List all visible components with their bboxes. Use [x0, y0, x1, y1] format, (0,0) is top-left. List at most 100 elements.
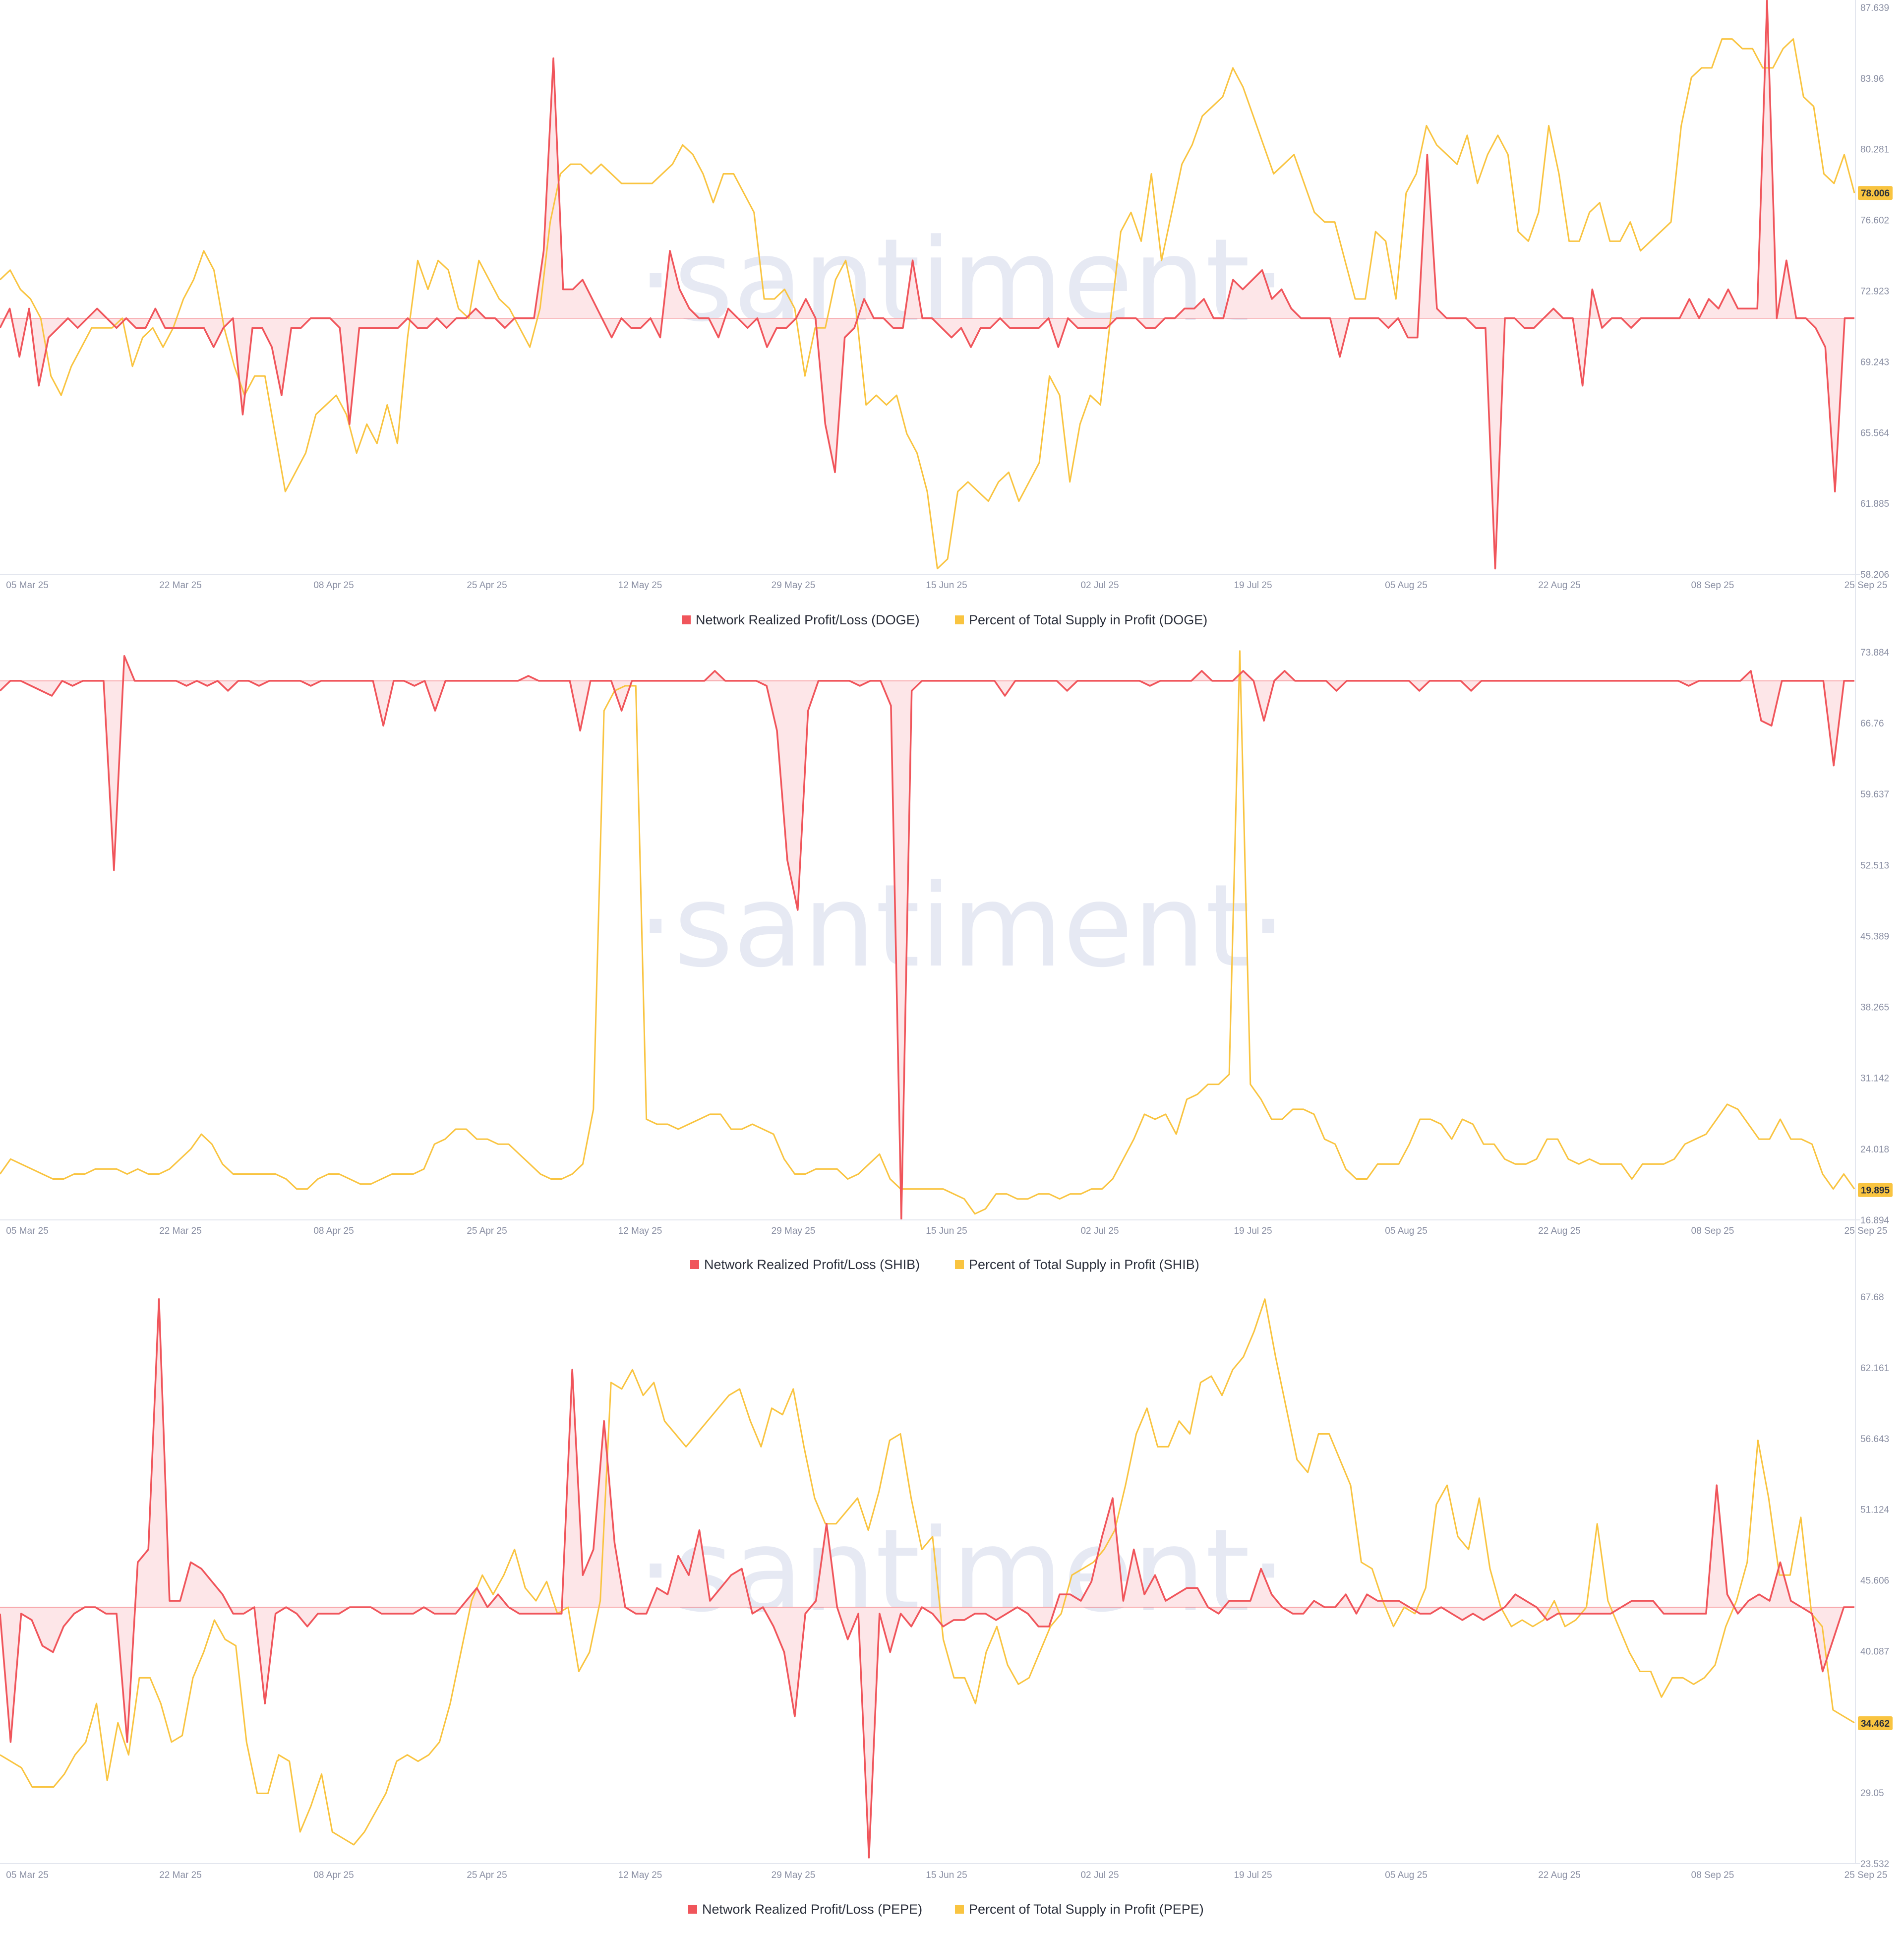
profit-loss-line: [0, 655, 1854, 1220]
x-tick-label: 12 May 25: [618, 580, 662, 591]
y-tick-label: 72.923: [1860, 286, 1889, 297]
x-tick-label: 25 Apr 25: [467, 1870, 507, 1880]
y-tick-label: 65.564: [1860, 428, 1890, 438]
y-tick-label: 51.124: [1860, 1505, 1890, 1515]
current-value-badge: [1858, 186, 1893, 200]
y-tick-label: 67.68: [1860, 1292, 1884, 1303]
x-tick-label: 05 Mar 25: [6, 1226, 49, 1236]
shib-axes: 05 Mar 25 22 Mar 25 08 Apr 25 25 Apr 25 12 M…: [0, 0, 1893, 1236]
pepe-series: [0, 1298, 1855, 1859]
x-tick-label: 08 Sep 25: [1691, 1870, 1734, 1880]
x-tick-label: 25 Sep 25: [1844, 1870, 1888, 1880]
x-tick-label: 08 Sep 25: [1691, 580, 1734, 591]
current-value-badge: [1858, 1716, 1893, 1731]
doge-legend: Network Realized Profit/Loss (DOGE) Perc…: [682, 612, 1207, 627]
pepe-axes: 05 Mar 25 22 Mar 25 08 Apr 25 25 Apr 25 12 M…: [0, 0, 1893, 1880]
x-tick-label: 25 Apr 25: [467, 580, 507, 591]
y-tick-label: 62.161: [1860, 1363, 1889, 1374]
y-tick-label: 73.884: [1860, 648, 1890, 658]
y-tick-label: 40.087: [1860, 1646, 1889, 1657]
legend-swatch-profit-loss: [690, 1260, 699, 1269]
legend-label-profit-loss: Network Realized Profit/Loss (DOGE): [696, 612, 920, 627]
x-tick-label: 15 Jun 25: [926, 1226, 967, 1236]
y-tick-label: 23.532: [1860, 1859, 1889, 1870]
y-tick-label: 59.637: [1860, 789, 1889, 800]
x-tick-label: 19 Jul 25: [1234, 1870, 1272, 1880]
x-tick-label: 22 Mar 25: [159, 580, 202, 591]
x-tick-label: 02 Jul 25: [1080, 580, 1119, 591]
x-tick-label: 29 May 25: [772, 580, 816, 591]
y-tick-label: 69.243: [1860, 357, 1889, 367]
x-tick-label: 15 Jun 25: [926, 1870, 967, 1880]
y-tick-label: 24.018: [1860, 1145, 1889, 1155]
x-tick-label: 12 May 25: [618, 1870, 662, 1880]
x-tick-label: 05 Aug 25: [1385, 1226, 1428, 1236]
profit-loss-line: [0, 0, 1854, 570]
y-tick-label: 87.639: [1860, 3, 1889, 13]
current-value-label: 19.895: [1861, 1186, 1890, 1196]
x-tick-label: 22 Mar 25: [159, 1870, 202, 1880]
x-tick-label: 29 May 25: [772, 1870, 816, 1880]
y-tick-label: 83.96: [1860, 74, 1884, 84]
y-tick-label: 29.05: [1860, 1788, 1884, 1799]
y-tick-label: 45.389: [1860, 932, 1889, 942]
x-tick-label: 22 Aug 25: [1538, 1870, 1581, 1880]
current-value-badge: [1858, 1183, 1893, 1197]
shib-series: [0, 650, 1855, 1220]
x-tick-label: 05 Mar 25: [6, 580, 49, 591]
x-tick-label: 22 Aug 25: [1538, 580, 1581, 591]
current-value-label: 78.006: [1861, 188, 1890, 199]
x-tick-label: 08 Apr 25: [313, 1226, 354, 1236]
doge-axes: 05 Mar 25 22 Mar 25 08 Apr 25 25 Apr 25 12 M…: [0, 0, 1893, 591]
profit-loss-line: [0, 1298, 1854, 1859]
x-tick-label: 22 Mar 25: [159, 1226, 202, 1236]
x-tick-label: 19 Jul 25: [1234, 580, 1272, 591]
legend-swatch-profit-loss: [688, 1905, 697, 1914]
x-tick-label: 25 Apr 25: [467, 1226, 507, 1236]
supply-in-profit-line: [0, 650, 1855, 1215]
x-tick-label: 05 Mar 25: [6, 1870, 49, 1880]
legend-swatch-supply-profit: [955, 1260, 964, 1269]
shib-chart: ·santiment· 05 Mar 25 22 Mar 25 08 Apr 25 2…: [0, 0, 1893, 1272]
x-tick-label: 25 Sep 25: [1844, 580, 1888, 591]
watermark: ·santiment·: [638, 860, 1286, 993]
y-tick-label: 56.643: [1860, 1434, 1889, 1445]
y-tick-label: 80.281: [1860, 145, 1889, 155]
x-tick-label: 02 Jul 25: [1080, 1226, 1119, 1236]
y-tick-label: 45.606: [1860, 1576, 1889, 1586]
x-tick-label: 15 Jun 25: [926, 580, 967, 591]
legend-swatch-supply-profit: [955, 615, 964, 624]
legend-label-supply-profit: Percent of Total Supply in Profit (DOGE): [969, 612, 1207, 627]
x-tick-label: 22 Aug 25: [1538, 1226, 1581, 1236]
y-tick-label: 16.894: [1860, 1215, 1890, 1226]
y-tick-label: 76.602: [1860, 216, 1889, 226]
y-tick-label: 52.513: [1860, 860, 1889, 871]
x-tick-label: 19 Jul 25: [1234, 1226, 1272, 1236]
shib-legend: Network Realized Profit/Loss (SHIB) Perc…: [690, 1257, 1199, 1272]
legend-label-supply-profit: Percent of Total Supply in Profit (SHIB): [969, 1257, 1199, 1272]
y-tick-label: 31.142: [1860, 1074, 1889, 1084]
x-tick-label: 08 Apr 25: [313, 580, 354, 591]
x-tick-label: 05 Aug 25: [1385, 1870, 1428, 1880]
current-value-label: 34.462: [1861, 1719, 1890, 1729]
y-tick-label: 61.885: [1860, 499, 1889, 509]
x-tick-label: 05 Aug 25: [1385, 580, 1428, 591]
legend-swatch-supply-profit: [955, 1905, 964, 1914]
legend-label-supply-profit: Percent of Total Supply in Profit (PEPE): [969, 1902, 1204, 1917]
x-tick-label: 02 Jul 25: [1080, 1870, 1119, 1880]
y-tick-label: 58.206: [1860, 570, 1889, 580]
x-tick-label: 12 May 25: [618, 1226, 662, 1236]
doge-series: [0, 0, 1855, 570]
pepe-legend: Network Realized Profit/Loss (PEPE) Perc…: [688, 1902, 1204, 1917]
x-tick-label: 08 Sep 25: [1691, 1226, 1734, 1236]
legend-label-profit-loss: Network Realized Profit/Loss (PEPE): [702, 1902, 922, 1917]
x-tick-label: 25 Sep 25: [1844, 1226, 1888, 1236]
supply-in-profit-line: [0, 38, 1855, 570]
x-tick-label: 29 May 25: [772, 1226, 816, 1236]
legend-swatch-profit-loss: [682, 615, 691, 624]
x-tick-label: 08 Apr 25: [313, 1870, 354, 1880]
legend-label-profit-loss: Network Realized Profit/Loss (SHIB): [704, 1257, 920, 1272]
y-tick-label: 66.76: [1860, 719, 1884, 729]
